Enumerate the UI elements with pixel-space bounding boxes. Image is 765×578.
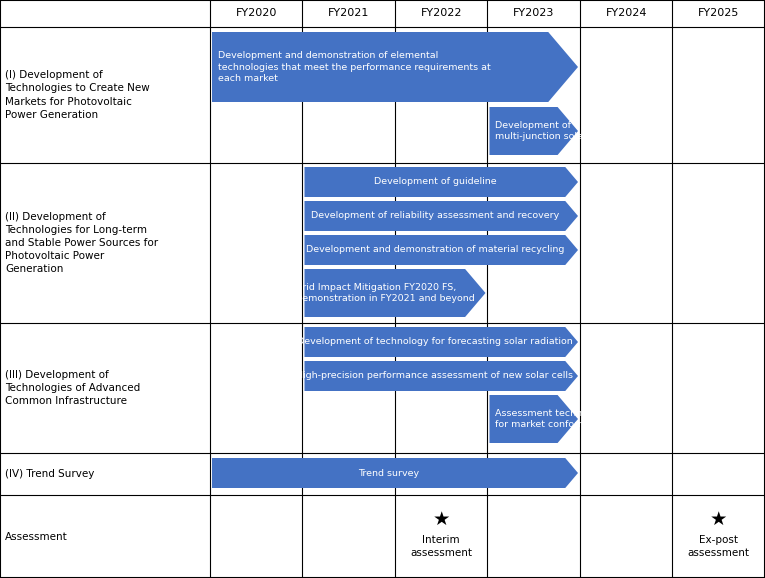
Polygon shape: [304, 201, 578, 231]
Polygon shape: [490, 395, 578, 443]
Polygon shape: [304, 167, 578, 197]
Text: Ex-post
assessment: Ex-post assessment: [688, 535, 750, 558]
Text: (III) Development of
Technologies of Advanced
Common Infrastructure: (III) Development of Technologies of Adv…: [5, 370, 140, 406]
Text: Grid Impact Mitigation FY2020 FS,
Demonstration in FY2021 and beyond: Grid Impact Mitigation FY2020 FS, Demons…: [295, 283, 474, 303]
Text: Development of technology for forecasting solar radiation: Development of technology for forecastin…: [297, 338, 573, 346]
Text: FY2021: FY2021: [328, 9, 369, 18]
Text: Assessment: Assessment: [5, 532, 68, 542]
Text: (IV) Trend Survey: (IV) Trend Survey: [5, 469, 94, 479]
Text: Development and demonstration of material recycling: Development and demonstration of materia…: [306, 246, 564, 254]
Polygon shape: [212, 458, 578, 488]
Polygon shape: [304, 327, 578, 357]
Text: ★: ★: [432, 510, 450, 529]
Polygon shape: [212, 32, 578, 102]
Text: (I) Development of
Technologies to Create New
Markets for Photovoltaic
Power Gen: (I) Development of Technologies to Creat…: [5, 70, 150, 120]
Text: FY2022: FY2022: [421, 9, 462, 18]
Text: High-precision performance assessment of new solar cells: High-precision performance assessment of…: [296, 372, 574, 380]
Polygon shape: [304, 235, 578, 265]
Text: ★: ★: [710, 510, 728, 529]
Text: Interim
assessment: Interim assessment: [410, 535, 472, 558]
Text: Development and demonstration of elemental
technologies that meet the performanc: Development and demonstration of element…: [218, 51, 491, 83]
Text: Development of reliability assessment and recovery: Development of reliability assessment an…: [311, 212, 559, 220]
Polygon shape: [490, 107, 578, 155]
Text: FY2024: FY2024: [606, 9, 647, 18]
Text: FY2025: FY2025: [698, 9, 740, 18]
Text: Assessment technology
for market conformity: Assessment technology for market conform…: [496, 409, 608, 429]
Text: (II) Development of
Technologies for Long-term
and Stable Power Sources for
Phot: (II) Development of Technologies for Lon…: [5, 212, 158, 275]
Polygon shape: [304, 361, 578, 391]
Text: Trend survey: Trend survey: [358, 469, 419, 477]
Text: Development of guideline: Development of guideline: [373, 177, 496, 187]
Text: FY2023: FY2023: [513, 9, 555, 18]
Text: Development of
multi-junction solar cells: Development of multi-junction solar cell…: [496, 121, 612, 141]
Polygon shape: [304, 269, 486, 317]
Text: FY2020: FY2020: [236, 9, 277, 18]
